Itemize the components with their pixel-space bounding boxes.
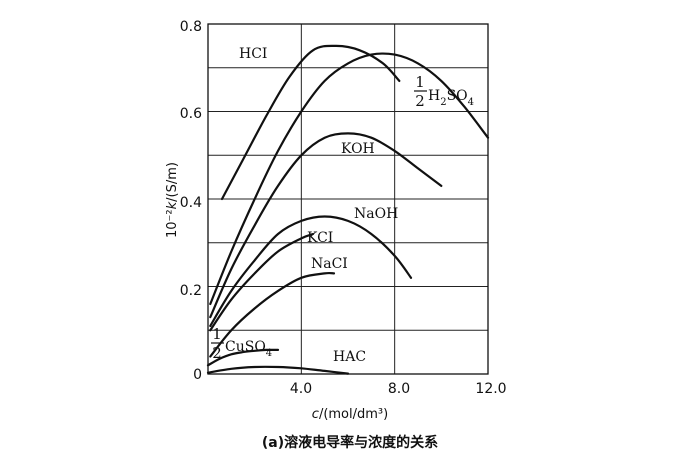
series-line [206,365,350,375]
x-tick-labels: 4.0 8.0 12.0 [290,381,507,397]
y-tick-label: 0.6 [180,106,202,122]
y-tick-label: 0.2 [180,283,202,299]
x-tick-label: 4.0 [290,381,312,397]
label-hac: HAC [333,349,366,365]
x-axis-title: c/(mol/dm³) [312,407,388,422]
x-tick-label: 12.0 [475,381,506,397]
label-cuso4: 1 2 CuSO4 [211,325,272,362]
figure-caption: (a)溶液电导率与浓度的关系 [262,434,438,451]
label-h2so4: 1 2 H2SO4 [414,73,474,110]
series-line [206,348,280,367]
x-tick-label: 8.0 [388,381,410,397]
series-line [209,215,413,327]
label-cuso4-formula: CuSO4 [225,339,272,359]
series-lines [206,44,490,375]
label-h2so4-formula: H2SO4 [428,88,474,108]
label-cuso4-denominator: 2 [212,344,222,362]
y-tick-label: 0.4 [180,195,202,211]
y-tick-labels: 0 0.2 0.4 0.6 0.8 [180,19,202,383]
series-line [209,52,490,306]
label-nacl: NaCI [311,256,348,272]
series-line [220,44,401,201]
y-tick-label: 0 [193,367,202,383]
label-cuso4-numerator: 1 [212,325,222,343]
series-line [209,232,315,332]
series-line [209,271,336,358]
label-naoh: NaOH [354,206,398,222]
label-hcl: HCI [239,46,267,62]
label-h2so4-numerator: 1 [415,73,425,91]
label-kcl: KCI [307,230,333,246]
label-h2so4-denominator: 2 [415,92,425,110]
series-line [209,132,443,319]
grid-lines [208,24,488,374]
y-axis-title: 10⁻²k/(S/m) [165,162,180,238]
label-koh: KOH [341,141,375,157]
y-tick-label: 0.8 [180,19,202,35]
